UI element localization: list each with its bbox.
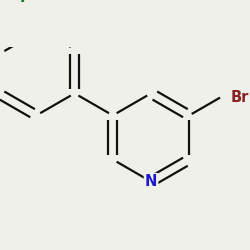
Text: Br: Br bbox=[230, 90, 249, 105]
Text: F: F bbox=[20, 0, 30, 5]
Text: N: N bbox=[145, 174, 157, 189]
